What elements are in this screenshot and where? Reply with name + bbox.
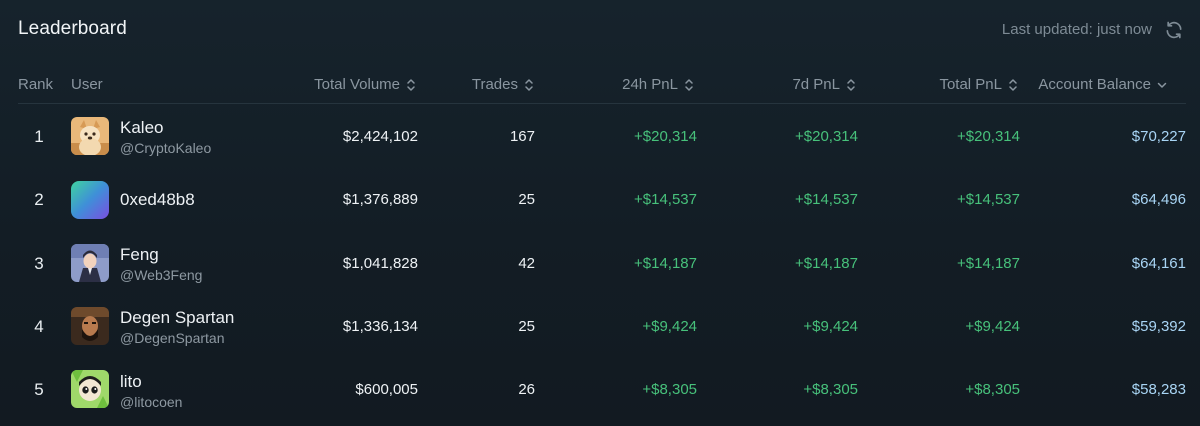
gradient-avatar: [71, 181, 109, 219]
cartoon-avatar: [71, 370, 109, 408]
sort-icon: [525, 78, 533, 91]
user-handle[interactable]: @DegenSpartan: [120, 330, 225, 346]
total-pnl-cell: +$8,305: [965, 381, 1020, 398]
column-header-total-pnl[interactable]: Total PnL: [939, 76, 1018, 93]
total-volume-cell: $1,041,828: [342, 255, 418, 272]
table-row[interactable]: 1 Kaleo @CryptoKaleo $2,424,102 167 +$20…: [0, 104, 1200, 168]
rank-cell: 5: [34, 380, 44, 399]
total-volume-cell: $600,005: [355, 381, 418, 398]
column-header-rank: Rank: [18, 76, 54, 93]
total-pnl-cell: +$20,314: [957, 128, 1020, 145]
header-divider: [18, 103, 1186, 104]
pnl-24h-cell: +$9,424: [642, 318, 697, 335]
total-pnl-cell: +$14,187: [957, 255, 1020, 272]
account-balance-cell: $70,227: [1131, 128, 1186, 145]
trades-cell: 26: [518, 381, 535, 398]
sort-icon: [685, 78, 693, 91]
table-row[interactable]: 2 0xed48b8 $1,376,889 25 +$14,537 +$14,5…: [0, 168, 1200, 232]
user-name[interactable]: Kaleo: [120, 118, 164, 137]
rank-cell: 3: [34, 254, 44, 273]
total-pnl-cell: +$9,424: [965, 318, 1020, 335]
table-row[interactable]: 4 Degen Spartan @DegenSpartan $1,336,134…: [0, 294, 1200, 358]
user-handle[interactable]: @litocoen: [120, 394, 183, 410]
last-updated-text: Last updated: just now: [1001, 21, 1152, 38]
sort-icon: [847, 78, 855, 91]
chevron-down-icon: [1157, 82, 1167, 88]
pnl-24h-cell: +$8,305: [642, 381, 697, 398]
spartan-avatar: [71, 307, 109, 345]
header: Leaderboard Last updated: just now: [0, 0, 1200, 62]
anime-avatar: [71, 244, 109, 282]
pnl-7d-cell: +$8,305: [803, 381, 858, 398]
total-pnl-cell: +$14,537: [957, 191, 1020, 208]
trades-cell: 42: [518, 255, 535, 272]
user-name[interactable]: lito: [120, 372, 142, 391]
account-balance-cell: $58,283: [1131, 381, 1186, 398]
page-title: Leaderboard: [18, 18, 127, 39]
dog-avatar: [71, 117, 109, 155]
column-header-24h-pnl[interactable]: 24h PnL: [622, 76, 694, 93]
user-name[interactable]: 0xed48b8: [120, 190, 195, 209]
total-volume-cell: $1,336,134: [342, 318, 418, 335]
user-name[interactable]: Feng: [120, 245, 159, 264]
refresh-icon[interactable]: [1164, 20, 1184, 40]
pnl-7d-cell: +$9,424: [803, 318, 858, 335]
column-header-total-volume[interactable]: Total Volume: [314, 76, 416, 93]
pnl-24h-cell: +$14,537: [634, 191, 697, 208]
account-balance-cell: $64,161: [1131, 255, 1186, 272]
user-handle[interactable]: @Web3Feng: [120, 267, 203, 283]
pnl-24h-cell: +$20,314: [634, 128, 697, 145]
total-volume-cell: $2,424,102: [342, 128, 418, 145]
table-header: Rank User Total Volume Trades 24h PnL 7d…: [0, 62, 1200, 104]
rank-cell: 2: [34, 190, 44, 209]
pnl-7d-cell: +$14,537: [795, 191, 858, 208]
sort-icon: [1009, 78, 1017, 91]
table-row[interactable]: 5 lito @litocoen $600,005 26 +$8,305 +$8…: [0, 358, 1200, 422]
user-handle[interactable]: @CryptoKaleo: [120, 140, 212, 156]
trades-cell: 25: [518, 318, 535, 335]
column-header-trades[interactable]: Trades: [472, 76, 534, 93]
trades-cell: 25: [518, 191, 535, 208]
user-name[interactable]: Degen Spartan: [120, 308, 235, 327]
column-header-7d-pnl[interactable]: 7d PnL: [792, 76, 856, 93]
sort-icon: [407, 78, 415, 91]
column-header-account-balance[interactable]: Account Balance: [1038, 76, 1167, 93]
account-balance-cell: $64,496: [1131, 191, 1186, 208]
total-volume-cell: $1,376,889: [342, 191, 418, 208]
trades-cell: 167: [509, 128, 535, 145]
table-row[interactable]: 3 Feng @Web3Feng $1,041,828 42 +$14,187 …: [0, 231, 1200, 295]
column-header-user: User: [71, 76, 103, 93]
pnl-24h-cell: +$14,187: [634, 255, 697, 272]
rank-cell: 1: [34, 127, 44, 146]
rank-cell: 4: [34, 317, 44, 336]
pnl-7d-cell: +$14,187: [795, 255, 858, 272]
pnl-7d-cell: +$20,314: [795, 128, 858, 145]
account-balance-cell: $59,392: [1131, 318, 1186, 335]
